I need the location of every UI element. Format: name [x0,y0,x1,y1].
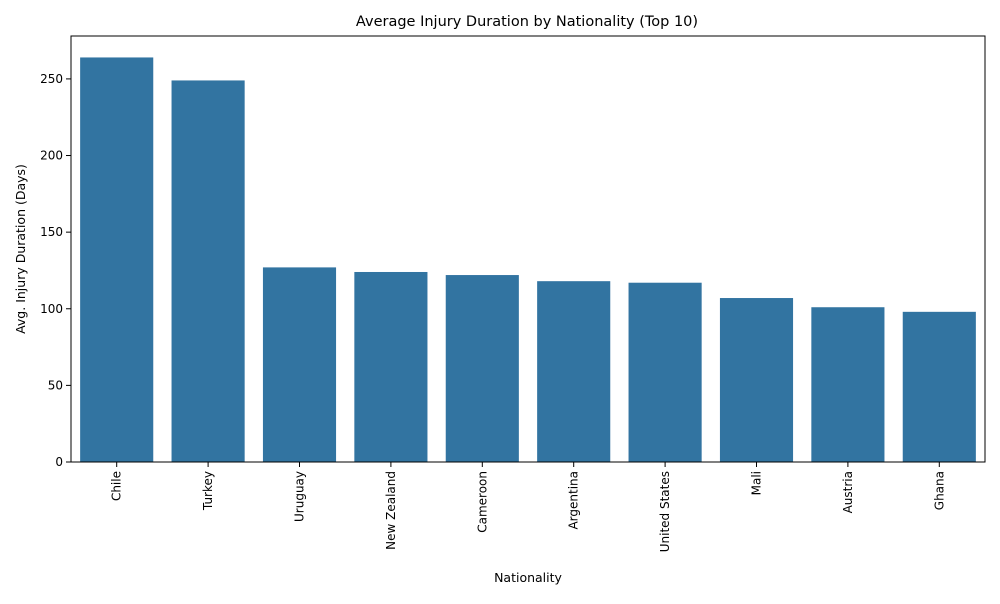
y-tick-label-150: 150 [40,225,63,239]
y-tick-label-0: 0 [55,455,63,469]
x-tick-label-united-states: United States [658,471,672,552]
bar-uruguay [262,267,337,462]
x-tick-label-turkey: Turkey [201,471,215,511]
x-tick-label-chile: Chile [110,471,124,501]
x-tick-label-cameroon: Cameroon [475,471,489,533]
y-axis: 0 50 100 150 200 250 [40,72,71,469]
x-axis: Chile Turkey Uruguay New Zealand Cameroon Arg… [110,462,946,552]
y-axis-label: Avg. Injury Duration (Days) [13,164,28,334]
bar-cameroon [445,275,519,462]
bar-argentina [537,281,611,462]
x-tick-label-ghana: Ghana [932,471,946,510]
x-tick-label-new-zealand: New Zealand [384,471,398,550]
x-tick-label-argentina: Argentina [567,471,581,530]
x-tick-label-mali: Mali [750,471,764,495]
x-tick-label-austria: Austria [841,471,855,513]
bar-turkey [171,80,245,463]
bar-chile [80,57,154,462]
plot-frame [70,35,986,463]
bar-mali [719,298,794,462]
bar-austria [811,307,885,462]
bar-united-states [628,282,702,462]
y-tick-label-250: 250 [40,72,63,86]
bar-new-zealand [354,271,428,462]
chart-title: Average Injury Duration by Nationality (… [356,14,698,30]
y-tick-label-200: 200 [40,149,63,163]
bar-ghana [902,311,976,462]
x-tick-label-uruguay: Uruguay [293,471,307,522]
x-axis-label: Nationality [494,570,562,585]
bars-layer [80,57,976,463]
y-tick-label-100: 100 [40,302,63,316]
y-tick-label-50: 50 [48,378,63,392]
